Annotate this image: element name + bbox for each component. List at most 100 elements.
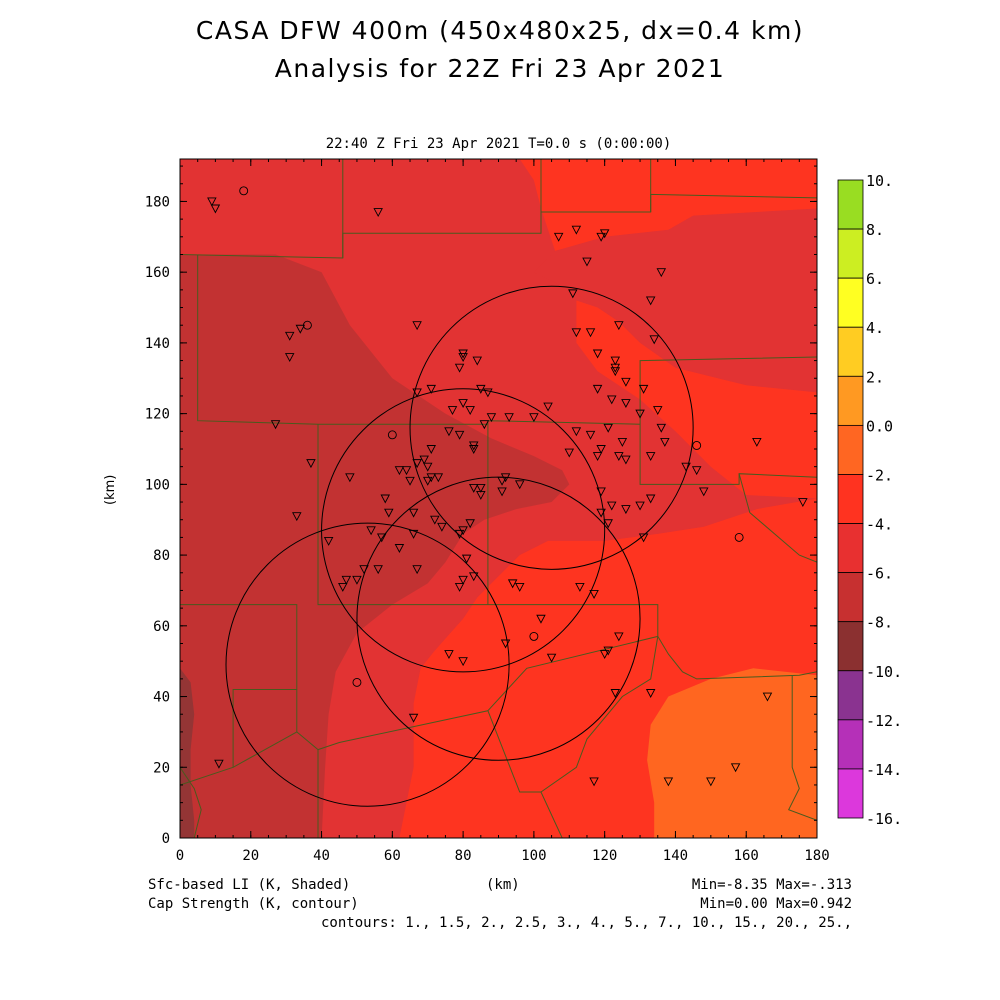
- colorbar-label: -8.: [866, 614, 893, 632]
- shaded-region-5: [647, 668, 817, 838]
- station-triangle: [458, 353, 468, 362]
- station-triangle: [599, 650, 610, 660]
- station-triangle: [408, 529, 419, 539]
- station-triangle: [394, 466, 405, 476]
- station-circle: [302, 320, 312, 330]
- station-triangle: [504, 413, 514, 423]
- station-triangle: [419, 455, 429, 465]
- station-triangle: [645, 494, 656, 504]
- station-triangle: [514, 480, 525, 490]
- station-triangle: [359, 565, 369, 575]
- station-triangle: [507, 579, 518, 589]
- shaded-region-top-0: [180, 254, 570, 838]
- station-triangle: [514, 582, 525, 592]
- station-triangle: [752, 437, 762, 447]
- station-triangle: [621, 377, 631, 387]
- contour-levels: contours: 1., 1.5, 2., 2.5, 3., 4., 5., …: [320, 915, 852, 931]
- station-triangle: [422, 462, 433, 472]
- station-triangle: [468, 572, 479, 582]
- x-tick-label: 20: [242, 848, 259, 864]
- station-triangle: [546, 653, 557, 663]
- colorbar-swatch: [837, 670, 864, 721]
- station-triangle: [472, 356, 483, 366]
- station-triangle: [422, 476, 433, 486]
- shaded-minmax: Min=-8.35 Max=-.313: [691, 877, 852, 893]
- x-tick-label: 60: [384, 848, 401, 864]
- y-tick-label: 40: [153, 690, 170, 706]
- station-triangle: [292, 512, 302, 522]
- county-line-13: [540, 636, 659, 793]
- station-triangle: [706, 777, 716, 787]
- station-triangle: [645, 296, 656, 306]
- station-triangle: [596, 487, 606, 497]
- station-triangle: [536, 614, 546, 624]
- station-triangle: [207, 197, 217, 207]
- colorbar-swatch: [837, 572, 864, 623]
- station-triangle: [426, 384, 437, 394]
- station-triangle: [621, 505, 631, 515]
- station-triangle: [497, 476, 507, 486]
- station-triangle: [638, 533, 649, 543]
- y-tick-label: 140: [145, 336, 170, 352]
- station-triangle: [284, 353, 295, 362]
- y-axis-label: (km): [103, 474, 118, 505]
- station-triangle: [585, 328, 596, 338]
- station-triangle: [603, 423, 613, 433]
- station-triangle: [210, 204, 221, 214]
- station-triangle: [614, 632, 624, 642]
- station-triangle: [447, 406, 458, 416]
- station-triangle: [483, 388, 493, 398]
- colorbar-label: -6.: [866, 565, 893, 583]
- station-triangle: [380, 494, 391, 504]
- colorbar-label: 0.0: [866, 417, 893, 435]
- station-triangle: [571, 328, 582, 338]
- station-triangle: [762, 692, 773, 702]
- station-triangle: [461, 554, 472, 564]
- county-line-4: [197, 254, 817, 485]
- colorbar-label: 2.: [866, 368, 884, 386]
- station-triangle: [426, 445, 437, 454]
- station-triangle: [582, 257, 592, 267]
- county-line-12: [487, 635, 658, 712]
- contour-field-label: Cap Strength (K, contour): [148, 896, 359, 912]
- station-triangle: [454, 363, 465, 373]
- station-triangle: [458, 575, 468, 585]
- station-triangle: [500, 473, 511, 483]
- station-triangle: [306, 459, 316, 469]
- station-triangle: [465, 406, 475, 416]
- station-triangle: [589, 590, 599, 599]
- shaded-region-3: [576, 300, 817, 499]
- county-line-14: [788, 675, 817, 821]
- colorbar-swatch: [837, 474, 864, 524]
- station-triangle: [454, 430, 465, 440]
- colorbar-swatch: [837, 768, 864, 819]
- station-triangle: [575, 582, 585, 592]
- radar-range-ring-2: [409, 285, 694, 570]
- x-tick-label: 100: [521, 848, 546, 864]
- station-triangle: [444, 427, 454, 437]
- station-triangle: [592, 452, 603, 462]
- station-triangle: [405, 476, 415, 486]
- station-triangle: [635, 409, 645, 419]
- station-triangle: [338, 582, 348, 592]
- station-triangle: [412, 565, 422, 575]
- station-triangle: [592, 349, 603, 359]
- station-triangle: [606, 395, 617, 405]
- county-line-8: [180, 604, 298, 786]
- station-triangle: [500, 639, 511, 649]
- station-triangle: [497, 487, 507, 497]
- station-triangle: [638, 384, 649, 394]
- station-triangle: [681, 462, 691, 472]
- station-triangle: [798, 498, 808, 507]
- station-triangle: [592, 384, 603, 394]
- station-triangle: [645, 689, 656, 698]
- y-tick-label: 120: [145, 407, 170, 423]
- station-triangle: [614, 321, 624, 331]
- station-triangle: [699, 487, 709, 497]
- chart-subtitle: Analysis for 22Z Fri 23 Apr 2021: [274, 54, 726, 83]
- station-triangle: [408, 508, 419, 518]
- station-triangle: [458, 399, 468, 408]
- county-line-11: [317, 710, 563, 838]
- station-triangle: [352, 575, 362, 585]
